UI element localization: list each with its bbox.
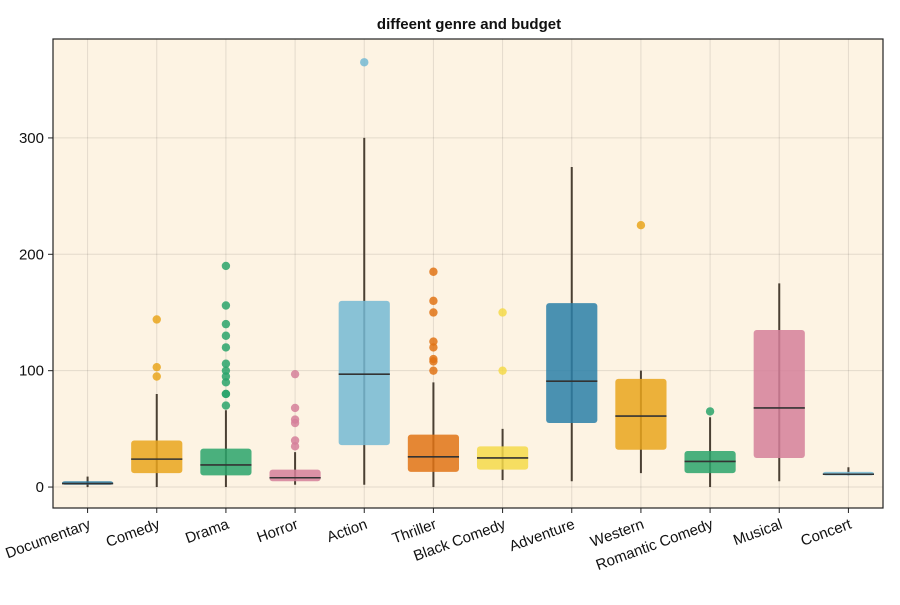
outlier-point — [221, 366, 231, 375]
outlier-point — [221, 301, 231, 310]
outlier-point — [429, 337, 438, 346]
x-tick-label: Action — [325, 516, 370, 546]
outlier-point — [221, 261, 231, 271]
box-concert — [822, 467, 875, 476]
box-body — [546, 303, 598, 424]
outlier-point — [290, 442, 300, 451]
outlier-point — [429, 267, 438, 276]
outlier-point — [429, 366, 438, 375]
outlier-point — [221, 359, 231, 368]
box-action — [338, 58, 390, 485]
box-body — [338, 300, 390, 446]
outlier-point — [221, 389, 231, 399]
outlier-point — [429, 308, 438, 317]
outlier-point — [152, 362, 161, 372]
box-body — [269, 469, 321, 482]
x-tick-label: Musical — [731, 516, 785, 549]
outlier-point — [360, 58, 369, 67]
box-black-comedy — [476, 308, 529, 481]
outlier-point — [498, 366, 507, 375]
box-adventure — [546, 167, 598, 482]
x-tick-label: Adventure — [507, 516, 577, 555]
box-documentary — [61, 476, 114, 488]
outlier-point — [429, 343, 438, 352]
outlier-point — [290, 415, 300, 424]
box-romantic-comedy — [684, 407, 736, 488]
y-tick-label: 200 — [19, 246, 44, 263]
outlier-point — [290, 369, 300, 379]
x-tick-label: Horror — [255, 516, 301, 547]
box-body — [407, 434, 460, 472]
y-tick-label: 100 — [19, 363, 44, 380]
box-thriller — [407, 267, 460, 488]
outlier-point — [290, 436, 300, 445]
x-tick-label: Romantic Comedy — [594, 516, 716, 574]
box-comedy — [131, 315, 183, 488]
box-body — [131, 440, 183, 474]
x-tick-label: Comedy — [104, 516, 163, 551]
box-body — [615, 378, 667, 450]
outlier-point — [221, 401, 231, 410]
x-tick-label: Concert — [799, 516, 855, 550]
box-body — [753, 329, 805, 458]
box-musical — [753, 283, 805, 482]
box-horror — [269, 369, 321, 485]
outlier-point — [152, 372, 161, 381]
y-tick-label: 300 — [19, 130, 44, 147]
x-tick-label: Documentary — [3, 516, 93, 563]
plot-frame — [52, 38, 884, 509]
box-western — [615, 221, 667, 474]
outlier-point — [429, 296, 438, 306]
y-tick-label: 0 — [36, 479, 44, 496]
outlier-point — [221, 378, 231, 387]
outlier-point — [221, 372, 231, 381]
outlier-point — [152, 315, 161, 324]
plot-area — [53, 39, 883, 508]
chart-title: diffeent genre and budget — [376, 16, 562, 33]
outlier-point — [636, 221, 646, 230]
outlier-point — [705, 407, 715, 416]
outlier-point — [290, 403, 300, 413]
box-body — [200, 448, 252, 476]
outlier-point — [498, 308, 507, 317]
outlier-point — [221, 343, 231, 352]
box-drama — [200, 261, 252, 488]
outlier-point — [221, 331, 231, 340]
x-tick-label: Drama — [183, 516, 232, 548]
outlier-point — [221, 319, 231, 329]
outlier-point — [429, 354, 438, 364]
